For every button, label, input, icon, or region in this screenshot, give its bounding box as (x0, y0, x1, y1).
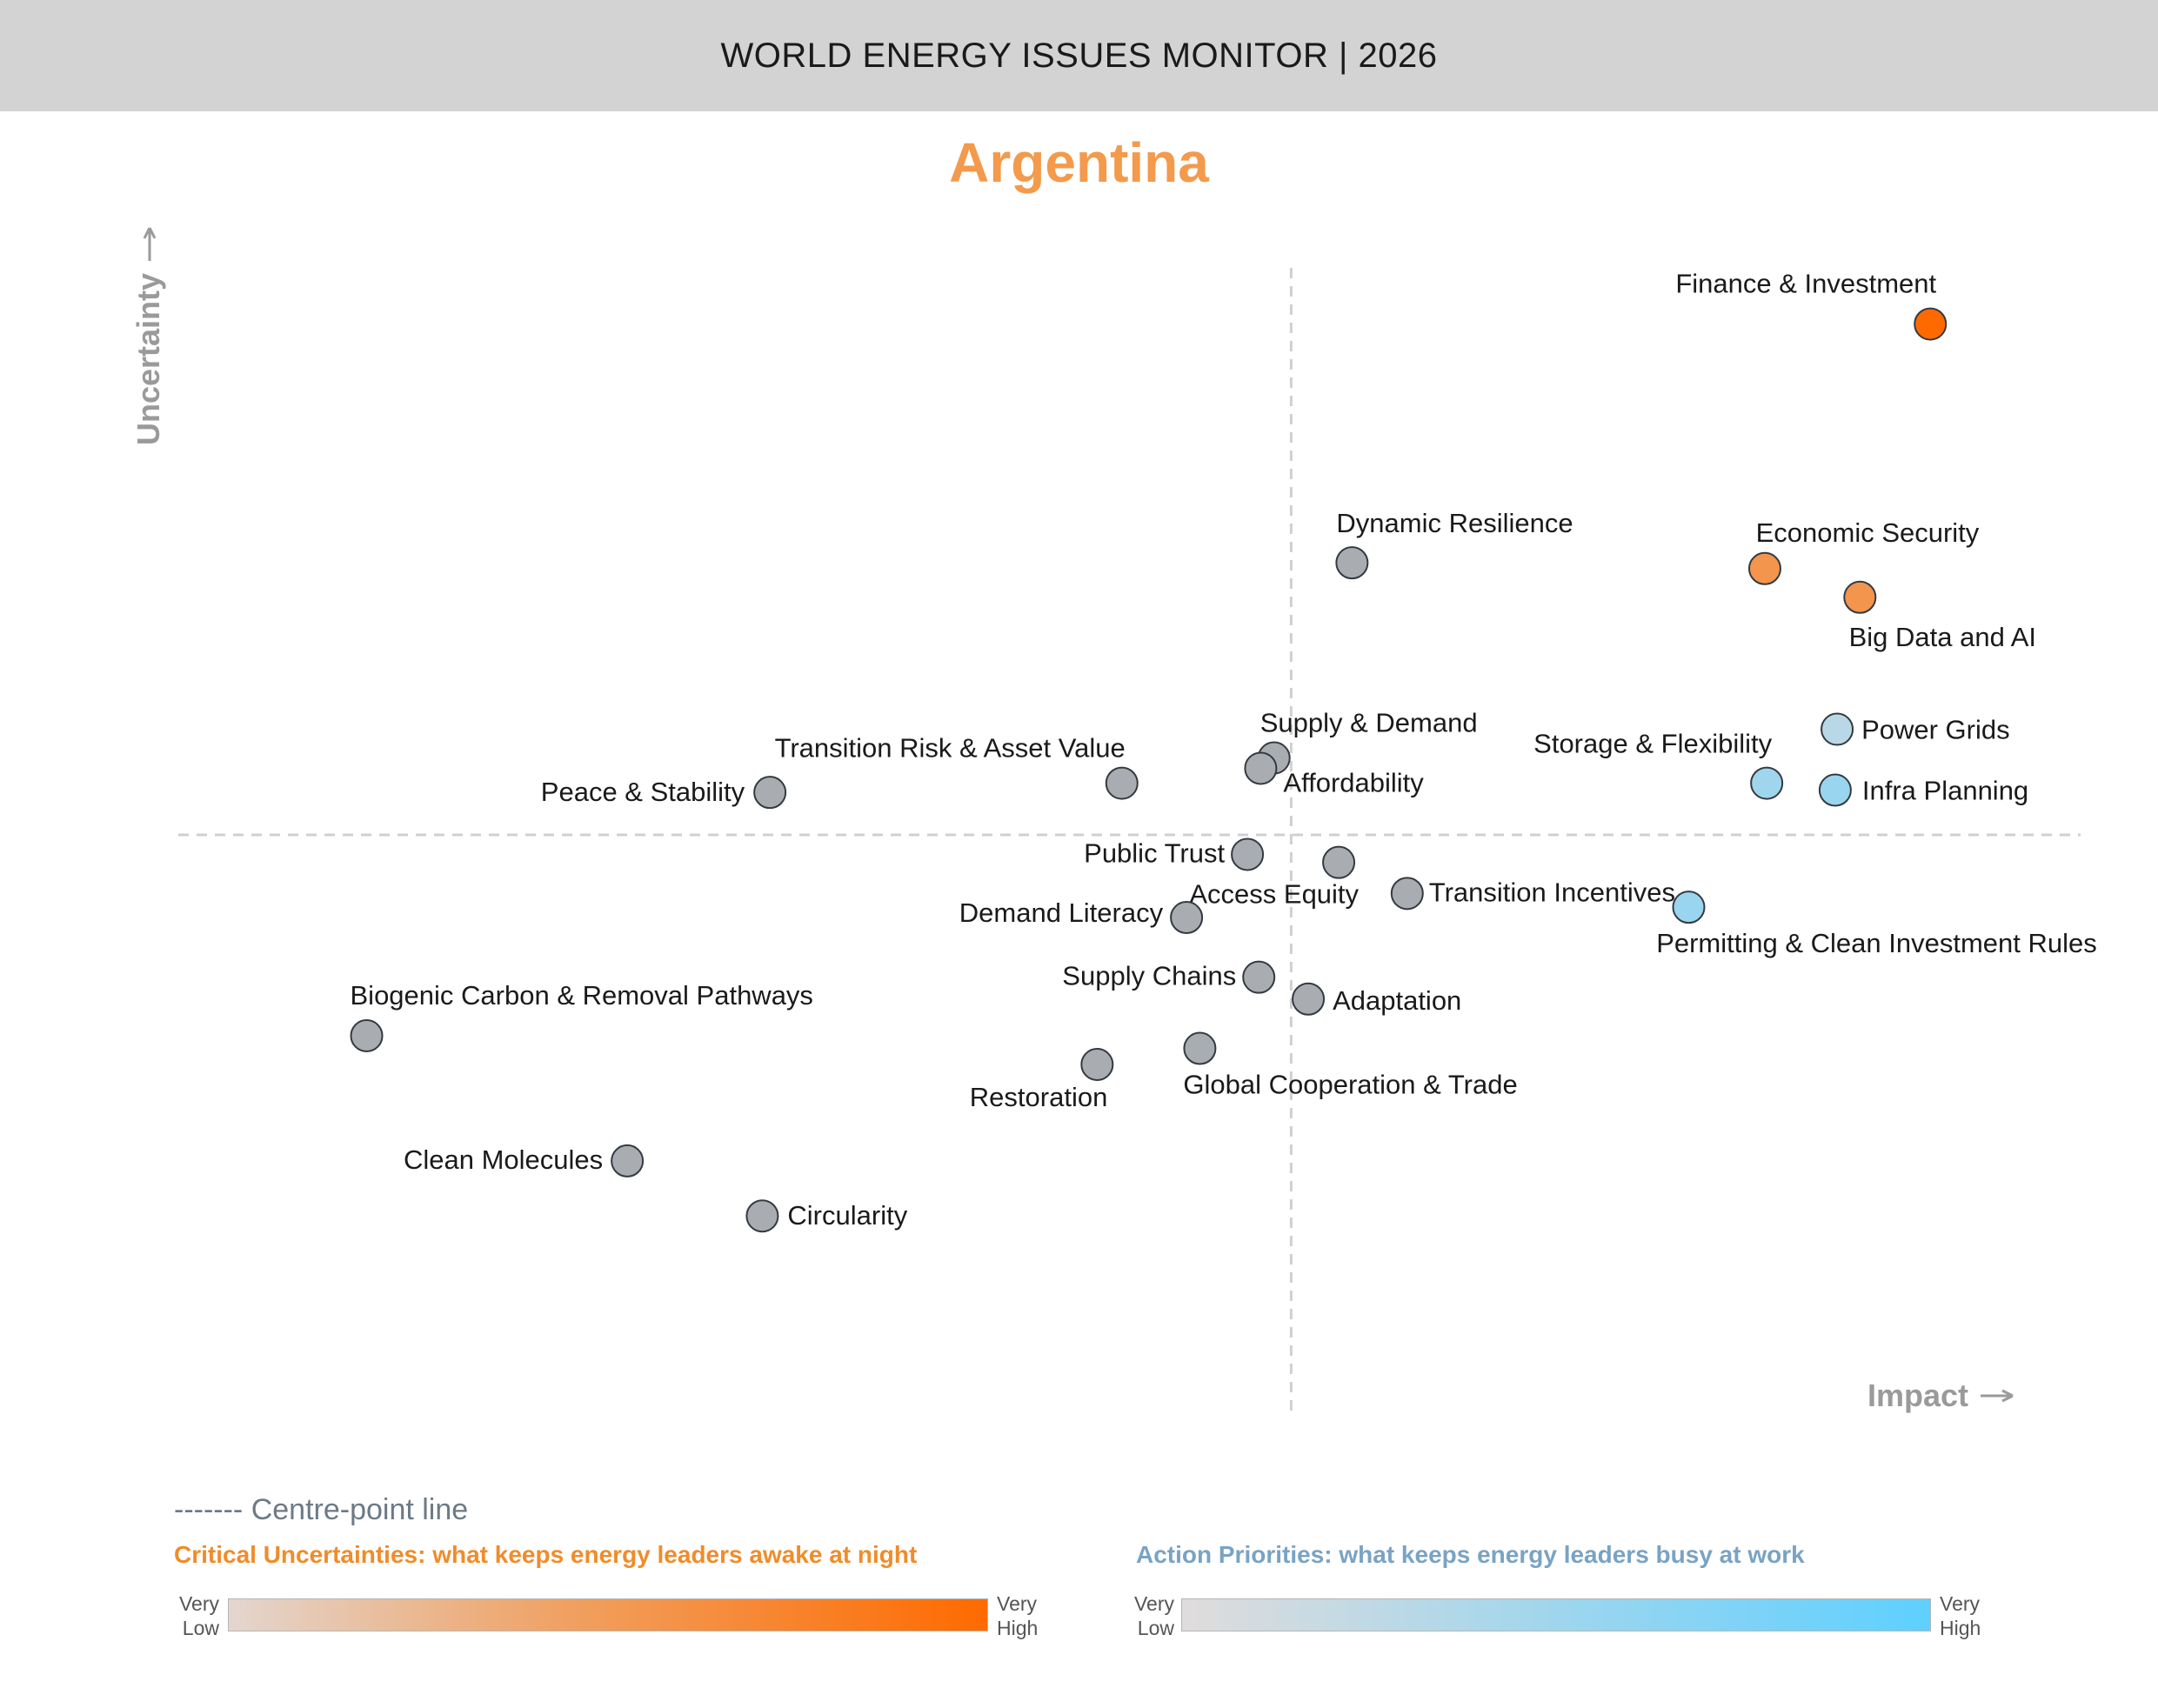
scale-high-word-2: High (1940, 1617, 1981, 1639)
data-point-marker[interactable] (1672, 891, 1706, 924)
scale-low-word-2: Low (1137, 1617, 1174, 1639)
data-point-marker[interactable] (1390, 877, 1424, 911)
data-point-marker[interactable] (1747, 551, 1781, 585)
data-point-label: Public Trust (1084, 837, 1225, 868)
centre-line-legend: ------- Centre-point line (174, 1493, 469, 1526)
y-axis-label: Uncertainty (130, 273, 166, 445)
uncertainty-gradient-scale (228, 1598, 988, 1631)
data-point-label: Infra Planning (1862, 776, 2028, 806)
data-point-marker[interactable] (1170, 901, 1204, 935)
scale-high-word-1: Very (997, 1592, 1038, 1615)
header-bar: WORLD ENERGY ISSUES MONITOR | 2026 (0, 0, 2158, 111)
data-point-marker[interactable] (1231, 837, 1265, 871)
axes: Uncertainty Impact (130, 227, 2014, 1413)
country-title: Argentina (949, 131, 1209, 194)
report-title: WORLD ENERGY ISSUES MONITOR | 2026 (720, 36, 1438, 75)
priority-scale-high: Very High (1940, 1591, 1992, 1640)
data-point-marker[interactable] (1292, 982, 1326, 1016)
data-point-label: Adaptation (1333, 985, 1461, 1016)
scale-low-word-2: Low (182, 1617, 219, 1639)
data-point-label: Transition Risk & Asset Value (775, 733, 1126, 764)
data-point-label: Biogenic Carbon & Removal Pathways (351, 980, 813, 1011)
data-point-marker[interactable] (745, 1199, 779, 1233)
data-point-marker[interactable] (1843, 580, 1877, 614)
data-point-label: Transition Incentives (1429, 877, 1675, 907)
scale-low-word-1: Very (1133, 1592, 1174, 1615)
data-point-label: Restoration (970, 1082, 1108, 1112)
data-point-marker[interactable] (1322, 845, 1356, 879)
data-point-label: Peace & Stability (541, 777, 745, 807)
data-point-label: Dynamic Resilience (1336, 508, 1573, 538)
scale-high-word-1: Very (1940, 1592, 1981, 1615)
centre-point-lines (178, 268, 2081, 1411)
uncertainty-scale-high: Very High (997, 1591, 1049, 1640)
data-point-marker[interactable] (1080, 1048, 1114, 1081)
data-point-marker[interactable] (350, 1019, 384, 1052)
data-point-label: Circularity (787, 1200, 907, 1231)
data-point-label: Supply & Demand (1260, 708, 1478, 738)
data-point-marker[interactable] (611, 1144, 645, 1178)
data-point-marker[interactable] (1244, 751, 1278, 785)
action-priorities-title: Action Priorities: what keeps energy lea… (1136, 1541, 1805, 1568)
priority-gradient-scale (1181, 1598, 1931, 1631)
data-point-label: Big Data and AI (1849, 622, 2036, 652)
data-point-label: Global Cooperation & Trade (1183, 1070, 1517, 1100)
x-axis-label: Impact (1867, 1378, 1968, 1413)
critical-uncertainties-title: Critical Uncertainties: what keeps energ… (174, 1541, 918, 1568)
data-point-label: Permitting & Clean Investment Rules (1656, 928, 2097, 958)
data-point-label: Finance & Investment (1675, 269, 1936, 299)
y-axis-arrow-icon (143, 227, 157, 261)
data-points: Finance & Investment Economic Security Big… (350, 269, 2097, 1233)
data-point-marker[interactable] (1335, 546, 1369, 580)
data-point-marker[interactable] (1914, 307, 1948, 341)
scale-high-word-2: High (997, 1617, 1039, 1639)
data-point-marker[interactable] (1105, 766, 1139, 800)
data-point-label: Demand Literacy (959, 897, 1164, 928)
data-point-label: Power Grids (1861, 715, 2010, 745)
uncertainty-scale-low: Very Low (167, 1591, 219, 1640)
data-point-marker[interactable] (753, 776, 787, 810)
data-point-marker[interactable] (1818, 773, 1852, 807)
data-point-marker[interactable] (1750, 766, 1784, 800)
data-point-label: Clean Molecules (404, 1144, 603, 1175)
data-point-marker[interactable] (1242, 960, 1276, 994)
data-point-label: Affordability (1283, 767, 1424, 797)
data-point-label: Access Equity (1189, 879, 1359, 910)
x-axis-arrow-icon (1981, 1389, 2014, 1403)
priority-scale-low: Very Low (1122, 1591, 1174, 1640)
data-point-marker[interactable] (1821, 712, 1854, 746)
data-point-label: Supply Chains (1062, 961, 1236, 991)
data-point-label: Economic Security (1756, 517, 1980, 548)
scale-low-word-1: Very (178, 1592, 219, 1615)
data-point-marker[interactable] (1183, 1031, 1217, 1065)
data-point-label: Storage & Flexibility (1533, 729, 1772, 759)
